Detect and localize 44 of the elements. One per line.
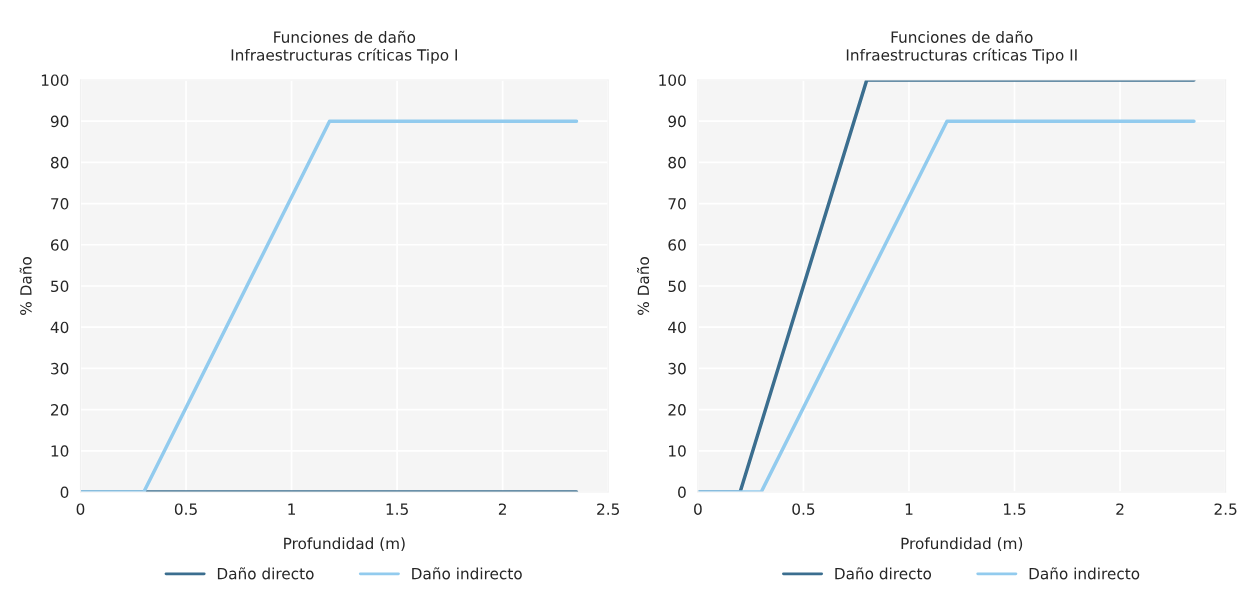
y-tick-label: 20: [668, 404, 686, 416]
y-tick-label: 40: [50, 321, 69, 334]
x-tick-label: 1.5: [1004, 503, 1026, 515]
y-tick-label: 40: [668, 321, 686, 334]
y-tick-label: 10: [669, 445, 686, 457]
x-tick-label: 0.5: [174, 503, 197, 515]
y-tick-label: 50: [51, 280, 69, 292]
x-tick-label: 2: [1116, 503, 1124, 515]
chart-title: Funciones de daño Infraestructuras críticas Tipo II: [846, 30, 1077, 64]
x-tick-label: 1: [905, 503, 913, 515]
y-tick-label: 90: [50, 115, 69, 128]
chart-title: Funciones de daño Infraestructuras críticas Tipo I: [231, 30, 457, 64]
y-tick-label: 50: [668, 280, 686, 292]
legend-label: Daño indirecto: [412, 567, 522, 580]
x-axis-title: Profundidad (m): [284, 537, 405, 551]
y-tick-label: 100: [659, 74, 686, 86]
y-tick-label: 60: [668, 239, 686, 251]
x-axis-title: Profundidad (m): [901, 537, 1023, 551]
y-tick-label: 70: [668, 198, 686, 210]
x-tick-label: 2: [498, 503, 506, 515]
legend-label: Daño directo: [217, 567, 314, 580]
y-tick-label: 20: [51, 404, 69, 416]
y-tick-label: 30: [668, 362, 686, 375]
x-tick-label: 1: [288, 503, 296, 515]
x-tick-label: 0.5: [792, 503, 815, 515]
y-tick-label: 80: [668, 156, 686, 169]
x-tick-label: 0: [694, 503, 702, 515]
y-tick-label: 80: [50, 156, 69, 169]
y-axis-title: % Daño: [19, 257, 32, 315]
legend-label: Daño indirecto: [1029, 567, 1140, 580]
y-tick-label: 90: [668, 115, 686, 128]
y-tick-label: 0: [60, 486, 69, 499]
y-tick-label: 100: [41, 74, 69, 86]
y-tick-label: 30: [51, 362, 69, 375]
y-tick-label: 0: [678, 486, 686, 499]
x-tick-label: 0: [76, 503, 85, 515]
x-tick-label: 1.5: [386, 503, 408, 515]
legend-label: Daño directo: [835, 567, 932, 580]
y-tick-label: 60: [50, 239, 69, 251]
y-axis-title: % Daño: [637, 257, 650, 315]
y-tick-label: 10: [51, 445, 69, 457]
x-tick-label: 2.5: [1214, 503, 1237, 515]
y-tick-label: 70: [51, 198, 69, 210]
x-tick-label: 2.5: [597, 503, 619, 515]
